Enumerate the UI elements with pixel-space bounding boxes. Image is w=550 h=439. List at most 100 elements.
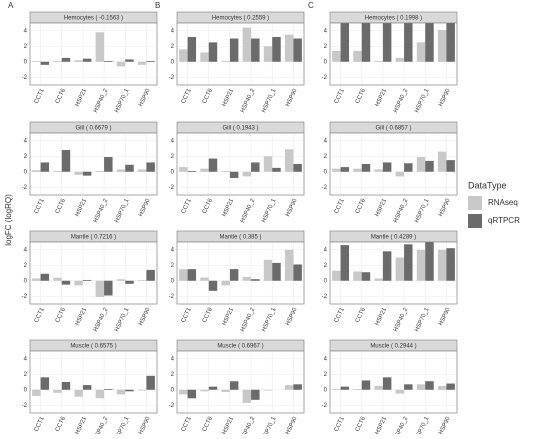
y-tick-label: 0	[324, 59, 328, 65]
x-tick-label: HSP70_1	[114, 87, 131, 113]
x-tick-label: HSP40_2	[393, 306, 410, 332]
x-tick-label: CCT6	[55, 306, 67, 323]
bar	[361, 164, 371, 172]
bar	[208, 386, 218, 390]
y-tick-label: 0	[171, 59, 175, 65]
y-tick-label: 4	[324, 247, 328, 253]
x-tick-label: CCT6	[355, 87, 367, 104]
y-tick-label: -2	[22, 403, 28, 409]
bar	[332, 388, 341, 390]
bar	[404, 23, 413, 62]
y-tick-label: 0	[324, 387, 328, 393]
bar	[104, 157, 113, 172]
panel-border	[329, 241, 458, 305]
bar	[293, 384, 302, 390]
panel-background	[29, 22, 158, 86]
y-tick-label: 2	[24, 372, 28, 378]
x-tick-label: CCT6	[355, 306, 367, 323]
y-tick-label: 0	[324, 169, 328, 175]
x-tick-label: HSP21	[375, 87, 389, 107]
y-tick-label: 4	[171, 356, 175, 362]
panel-title: Muscle ( 0.2944 )	[370, 344, 416, 350]
y-tick-label: 0	[24, 278, 28, 284]
panel-border	[329, 350, 458, 414]
y-tick-label: 4	[324, 28, 328, 34]
panel-title: Hemocytes ( -0.1563 )	[64, 16, 123, 22]
bar	[116, 389, 126, 395]
panel-title: Muscle ( 0.6575 )	[70, 344, 116, 350]
bar	[251, 38, 260, 62]
bar	[61, 280, 71, 285]
y-tick-label: 0	[24, 387, 28, 393]
bar	[353, 50, 362, 62]
x-tick-label: HSP90	[285, 415, 299, 434]
x-tick-label: HSP90	[138, 415, 152, 434]
y-tick-label: 2	[324, 263, 328, 269]
bar	[251, 389, 260, 400]
bar	[382, 251, 392, 281]
x-tick-label: HSP40_2	[240, 87, 257, 113]
x-tick-label: HSP70_1	[261, 87, 278, 113]
bar	[416, 157, 426, 172]
x-tick-label: HSP40_2	[93, 306, 110, 332]
x-tick-label: CCT6	[55, 415, 67, 432]
x-tick-label: HSP21	[75, 306, 89, 326]
bar	[74, 171, 83, 175]
panel-border	[329, 132, 458, 196]
x-tick-label: HSP40_2	[93, 197, 110, 223]
bar	[229, 381, 239, 390]
panel-title: Hemocytes ( 0.2559 )	[212, 16, 269, 22]
x-tick-label: HSP21	[375, 415, 389, 434]
x-tick-label: HSP70_1	[414, 87, 431, 113]
x-tick-label: CCT1	[334, 197, 346, 214]
y-tick-label: 4	[24, 356, 28, 362]
bar	[74, 60, 83, 62]
bar	[187, 389, 197, 399]
bar	[284, 385, 294, 390]
y-tick-label: 2	[24, 263, 28, 269]
panel-background	[176, 22, 305, 86]
bar	[179, 389, 188, 395]
x-tick-label: HSP40_2	[93, 87, 110, 113]
bar	[229, 38, 239, 62]
y-tick-label: 0	[171, 278, 175, 284]
bar	[332, 270, 341, 281]
bar	[53, 60, 62, 62]
x-tick-label: HSP70_1	[261, 415, 278, 434]
bar	[179, 269, 188, 281]
legend-title: DataType	[468, 180, 507, 190]
x-tick-label: HSP40_2	[393, 87, 410, 113]
bar	[125, 280, 134, 284]
bar	[221, 170, 230, 172]
bar	[53, 170, 62, 172]
panel-title: Mantle ( 0.4289 )	[371, 235, 416, 241]
bar	[229, 171, 239, 178]
bar	[104, 388, 113, 390]
y-tick-label: 0	[171, 387, 175, 393]
bar	[40, 377, 50, 390]
panel-border	[176, 132, 305, 196]
x-tick-label: CCT6	[355, 197, 367, 214]
x-tick-label: HSP21	[75, 87, 89, 107]
bar	[382, 162, 392, 172]
x-tick-label: HSP21	[75, 415, 89, 434]
x-tick-label: HSP90	[438, 306, 452, 326]
y-tick-label: -2	[322, 403, 328, 409]
bar	[200, 168, 209, 172]
x-tick-label: CCT1	[181, 415, 193, 432]
bar	[32, 60, 41, 62]
bar	[284, 34, 294, 62]
bar	[40, 273, 50, 281]
bar	[137, 389, 147, 391]
bar	[293, 38, 302, 62]
x-tick-label: HSP70_1	[114, 415, 131, 434]
bar	[82, 385, 92, 390]
y-tick-label: 2	[171, 372, 175, 378]
bar	[104, 280, 113, 296]
bar	[61, 150, 71, 172]
bar	[340, 167, 350, 172]
panel-background	[29, 241, 158, 305]
legend-swatch	[468, 214, 482, 228]
x-tick-label: CCT1	[334, 306, 346, 323]
